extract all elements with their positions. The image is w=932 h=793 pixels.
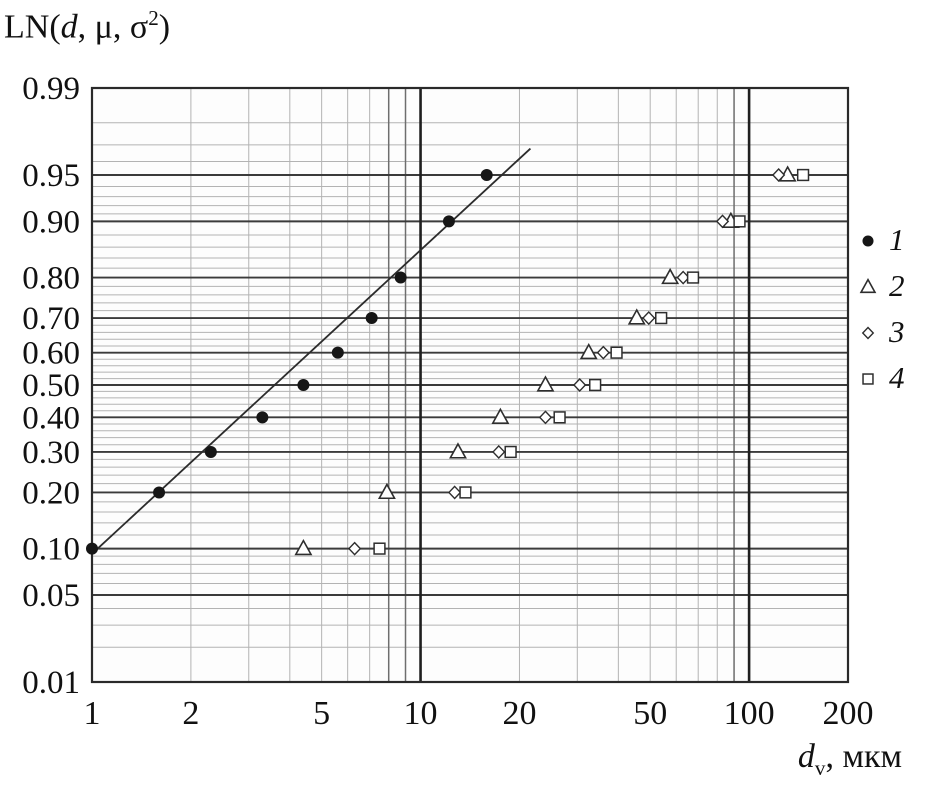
filled-circle-icon [862,234,874,247]
x-tick-label: 10 [404,695,438,732]
x-title-variable: d [797,738,815,775]
y-axis-title: LN(d, μ, σ2) [4,6,170,46]
x-tick-label: 2 [182,695,199,732]
minor-gridlines [92,88,848,682]
y-tick-label: 0.60 [22,336,80,372]
y-title-superscript: 2 [148,6,159,30]
x-tick-labels: 1 2 5 10 20 50 100 200 [84,695,874,732]
legend-label: 3 [889,314,905,349]
major-horizontal-gridlines [92,174,848,596]
major-vertical-gridlines [419,88,751,682]
y-tick-label: 0.10 [22,532,80,568]
y-tick-label: 0.30 [22,435,80,471]
legend-item-2: 2 [856,270,905,301]
series-3-markers [347,167,786,556]
y-title-mid: , μ, σ [77,8,149,46]
y-title-prefix: LN( [4,8,61,46]
y-tick-label: 0.05 [22,578,80,614]
y-title-suffix: ) [158,8,171,46]
legend: 1 2 3 4 [856,224,905,393]
x-tick-label: 100 [724,695,775,732]
x-tick-label: 50 [633,695,667,732]
y-tick-labels: 0.99 0.95 0.90 0.80 0.700.600.500.400.30 0.20… [22,71,80,701]
y-tick-label: 0.99 [22,71,80,107]
series-1-markers [86,169,493,555]
y-tick-label: 0.40 [22,400,80,436]
y-tick-label: 0.20 [22,475,80,511]
x-tick-label: 1 [84,695,101,732]
open-triangle-icon [859,277,877,293]
legend-item-3: 3 [856,316,905,347]
legend-item-1: 1 [856,224,905,255]
legend-item-4: 4 [856,362,905,393]
x-title-subscript: v [814,755,826,780]
legend-label: 2 [889,268,905,303]
legend-label: 4 [889,360,905,395]
x-tick-label: 5 [313,695,330,732]
series-4-markers [373,168,810,555]
x-axis-title: dv, мкм [798,738,902,781]
x-title-suffix: , мкм [825,738,902,775]
open-diamond-icon [861,325,875,340]
series-2-markers [294,165,797,556]
x-tick-label: 200 [823,695,874,732]
plot-border [90,86,850,684]
y-tick-label: 0.01 [22,665,80,701]
legend-label: 1 [889,222,905,257]
open-square-icon [862,372,874,385]
y-tick-label: 0.90 [22,204,80,240]
y-tick-label: 0.95 [22,158,80,194]
y-tick-label: 0.80 [22,261,80,297]
y-tick-label: 0.50 [22,368,80,404]
y-title-variable: d [60,8,78,46]
y-tick-label: 0.70 [22,301,80,337]
x-tick-label: 20 [502,695,536,732]
series-1-fit-line [91,147,532,555]
